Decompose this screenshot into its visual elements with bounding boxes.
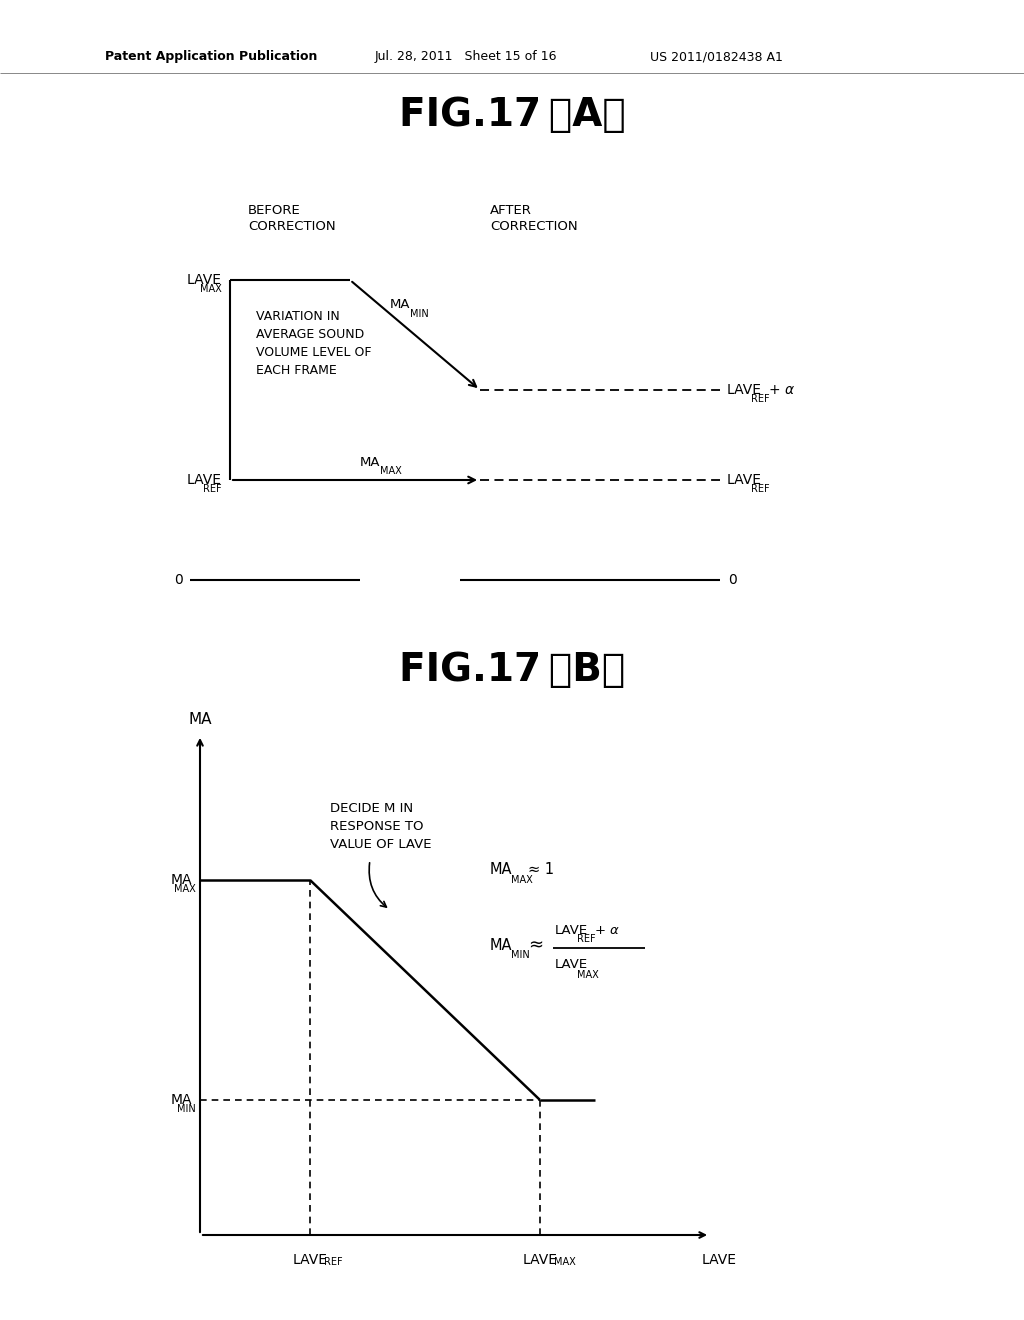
Text: REF: REF (577, 935, 596, 944)
Text: ≈: ≈ (528, 936, 543, 954)
Text: VOLUME LEVEL OF: VOLUME LEVEL OF (256, 346, 372, 359)
Text: Jul. 28, 2011   Sheet 15 of 16: Jul. 28, 2011 Sheet 15 of 16 (375, 50, 557, 63)
Text: MAX: MAX (554, 1257, 575, 1267)
Text: REF: REF (751, 484, 770, 494)
Text: 0: 0 (174, 573, 183, 587)
Text: Patent Application Publication: Patent Application Publication (105, 50, 317, 63)
Text: MA: MA (390, 298, 411, 312)
Text: MIN: MIN (511, 950, 529, 960)
Text: + $\it{\alpha}$: + $\it{\alpha}$ (768, 383, 795, 397)
Text: LAVE: LAVE (522, 1253, 557, 1267)
Text: EACH FRAME: EACH FRAME (256, 363, 337, 376)
Text: MA: MA (360, 455, 381, 469)
Text: LAVE: LAVE (727, 473, 762, 487)
Text: LAVE: LAVE (555, 958, 588, 972)
Text: MAX: MAX (174, 884, 196, 894)
Text: LAVE: LAVE (187, 473, 222, 487)
Text: LAVE: LAVE (727, 383, 762, 397)
Text: LAVE: LAVE (702, 1253, 737, 1267)
Text: MAX: MAX (201, 284, 222, 294)
Text: MA: MA (188, 713, 212, 727)
Text: MA: MA (171, 1093, 193, 1107)
Text: MA: MA (171, 873, 193, 887)
Text: MIN: MIN (177, 1104, 196, 1114)
Text: VALUE OF LAVE: VALUE OF LAVE (330, 837, 431, 850)
Text: MIN: MIN (410, 309, 429, 319)
Text: LAVE: LAVE (187, 273, 222, 286)
Text: DECIDE M IN: DECIDE M IN (330, 801, 413, 814)
Text: REF: REF (204, 484, 222, 494)
Text: LAVE: LAVE (555, 924, 588, 936)
Text: MA: MA (490, 937, 512, 953)
Text: US 2011/0182438 A1: US 2011/0182438 A1 (650, 50, 783, 63)
Text: AFTER: AFTER (490, 203, 531, 216)
Text: CORRECTION: CORRECTION (490, 219, 578, 232)
Text: RESPONSE TO: RESPONSE TO (330, 820, 424, 833)
Text: VARIATION IN: VARIATION IN (256, 309, 340, 322)
Text: FIG.17 （B）: FIG.17 （B） (399, 651, 625, 689)
Text: FIG.17 （A）: FIG.17 （A） (398, 96, 626, 135)
Text: MAX: MAX (380, 466, 401, 477)
Text: CORRECTION: CORRECTION (248, 219, 336, 232)
Text: + $\it{\alpha}$: + $\it{\alpha}$ (594, 924, 620, 936)
Text: REF: REF (324, 1257, 343, 1267)
Text: MAX: MAX (577, 970, 599, 979)
Text: MAX: MAX (511, 875, 532, 884)
Text: AVERAGE SOUND: AVERAGE SOUND (256, 327, 365, 341)
Text: ≈ 1: ≈ 1 (528, 862, 554, 878)
Text: REF: REF (751, 393, 770, 404)
Text: LAVE: LAVE (293, 1253, 328, 1267)
Text: BEFORE: BEFORE (248, 203, 301, 216)
Text: 0: 0 (728, 573, 736, 587)
Text: MA: MA (490, 862, 512, 878)
